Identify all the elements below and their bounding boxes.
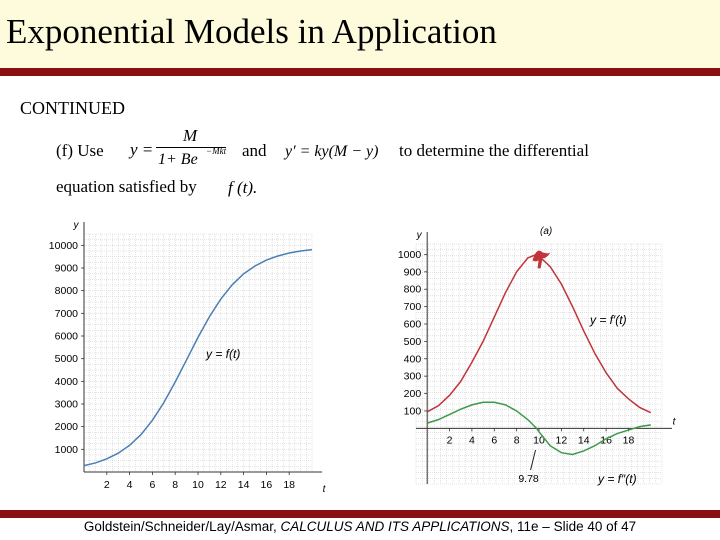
text-ft: f (t). bbox=[228, 178, 258, 197]
x-tick-label: 14 bbox=[238, 479, 250, 491]
x-tick-label: 16 bbox=[261, 479, 273, 491]
x-axis-label: t bbox=[323, 484, 327, 495]
y-tick-label: 700 bbox=[404, 301, 422, 313]
continued-label: CONTINUED bbox=[20, 98, 125, 118]
y-tick-label: 10000 bbox=[49, 240, 78, 252]
footer-book-title: CALCULUS AND ITS APPLICATIONS bbox=[280, 519, 510, 534]
formula-exponent: −Mkt bbox=[206, 146, 227, 156]
y-tick-label: 4000 bbox=[55, 376, 79, 388]
footer-authors: Goldstein/Schneider/Lay/Asmar, bbox=[83, 519, 281, 534]
y-tick-label: 1000 bbox=[398, 249, 422, 261]
text-f-use: (f) Use bbox=[56, 141, 104, 160]
derivatives-chart: y t 100 200 300 400 500 600 700 800 900 1000 2 4 6 8 10 1… bbox=[398, 226, 677, 486]
x-tick-label: 6 bbox=[149, 479, 155, 491]
y-tick-label: 2000 bbox=[55, 421, 79, 433]
footer-rest: , 11e – Slide 40 of 47 bbox=[509, 519, 637, 534]
x-tick-label: 16 bbox=[600, 434, 612, 446]
panel-label: (a) bbox=[540, 226, 552, 237]
formula-denominator: 1+ Be bbox=[158, 151, 198, 168]
x-tick-label: 6 bbox=[491, 434, 497, 446]
x-tick-label: 4 bbox=[127, 479, 133, 491]
y-tick-label: 300 bbox=[404, 371, 422, 383]
y-tick-label: 5000 bbox=[55, 353, 79, 365]
x-tick-label: 2 bbox=[447, 434, 453, 446]
x-tick-label: 12 bbox=[215, 479, 227, 491]
formula-numerator: M bbox=[183, 126, 198, 145]
x-tick-label: 8 bbox=[514, 434, 520, 446]
y-tick-label: 6000 bbox=[55, 331, 79, 343]
series-label-fprime: y = f′(t) bbox=[589, 313, 627, 327]
y-tick-label: 200 bbox=[404, 388, 422, 400]
x-tick-label: 4 bbox=[469, 434, 475, 446]
annotation-arrow bbox=[530, 449, 537, 471]
formula-lhs: y = bbox=[130, 140, 154, 159]
formula-differential: y′ = ky(M − y) bbox=[285, 143, 379, 160]
logistic-chart: y t 1000 2000 3000 4000 5000 6000 7000 8000 9000 10… bbox=[49, 220, 327, 495]
x-tick-label: 2 bbox=[104, 479, 110, 491]
title-bar bbox=[0, 0, 720, 68]
y-tick-label: 100 bbox=[404, 405, 422, 417]
series-label-fdoubleprime: y = f″(t) bbox=[597, 472, 637, 486]
x-tick-label: 18 bbox=[283, 479, 295, 491]
y-axis-label: y bbox=[73, 220, 80, 231]
x-axis-label: t bbox=[673, 416, 677, 427]
series-label-ft: y = f(t) bbox=[205, 347, 240, 361]
y-axis-label: y bbox=[416, 230, 423, 241]
text-and: and bbox=[242, 141, 267, 160]
footer-citation: Goldstein/Schneider/Lay/Asmar, CALCULUS … bbox=[0, 519, 720, 534]
y-tick-label: 8000 bbox=[55, 285, 79, 297]
bottom-rule bbox=[0, 510, 720, 518]
y-tick-label: 9000 bbox=[55, 263, 79, 275]
fraction-bar bbox=[156, 147, 226, 148]
y-tick-label: 900 bbox=[404, 266, 422, 278]
y-tick-label: 500 bbox=[404, 336, 422, 348]
annotation-978: 9.78 bbox=[518, 473, 539, 485]
text-to-determine: to determine the differential bbox=[399, 141, 589, 160]
series-line bbox=[83, 248, 313, 467]
slide-title: Exponential Models in Application bbox=[6, 12, 497, 51]
text-equation-satisfied: equation satisfied by bbox=[56, 177, 197, 196]
series-line bbox=[426, 401, 651, 456]
top-rule bbox=[0, 68, 720, 76]
x-tick-label: 8 bbox=[172, 479, 178, 491]
y-tick-label: 1000 bbox=[55, 444, 79, 456]
y-tick-label: 600 bbox=[404, 319, 422, 331]
y-tick-label: 7000 bbox=[55, 308, 79, 320]
x-tick-label: 18 bbox=[623, 434, 635, 446]
x-tick-label: 10 bbox=[533, 434, 545, 446]
x-tick-label: 12 bbox=[556, 434, 568, 446]
x-tick-label: 14 bbox=[578, 434, 590, 446]
peak-marker-icon bbox=[532, 250, 551, 269]
y-tick-label: 400 bbox=[404, 353, 422, 365]
x-tick-label: 10 bbox=[192, 479, 204, 491]
y-tick-label: 800 bbox=[404, 284, 422, 296]
y-tick-label: 3000 bbox=[55, 399, 79, 411]
